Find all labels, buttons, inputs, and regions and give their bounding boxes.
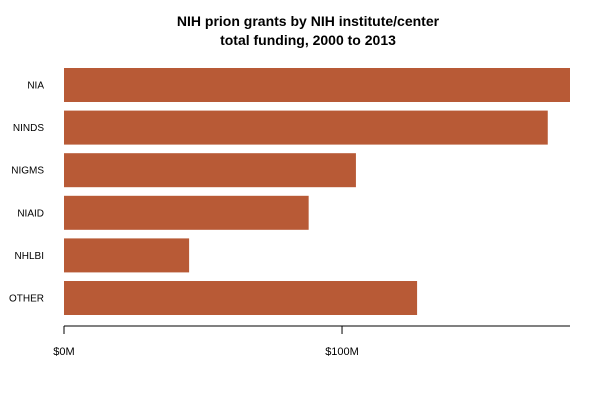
chart-subtitle: total funding, 2000 to 2013 [220, 32, 396, 48]
category-label-nia: NIA [27, 81, 44, 92]
bars-group [64, 68, 570, 315]
chart-title: NIH prion grants by NIH institute/center [177, 13, 440, 29]
bar-nhlbi [64, 238, 190, 273]
category-labels-group: NIA NINDS NIGMS NIAID NHLBI OTHER [9, 81, 44, 305]
bar-nia [64, 68, 570, 102]
category-label-ninds: NINDS [13, 123, 44, 134]
category-label-other: OTHER [9, 294, 44, 305]
bar-nigms [64, 153, 356, 188]
category-label-nigms: NIGMS [11, 166, 44, 177]
category-label-nhlbi: NHLBI [15, 251, 44, 262]
bar-other [64, 281, 418, 315]
bar-ninds [64, 110, 548, 145]
bar-niaid [64, 195, 309, 230]
x-axis: $0M $100M [53, 325, 570, 358]
x-tick-label: $100M [325, 346, 359, 358]
x-tick-label: $0M [53, 346, 74, 358]
category-label-niaid: NIAID [17, 208, 44, 219]
